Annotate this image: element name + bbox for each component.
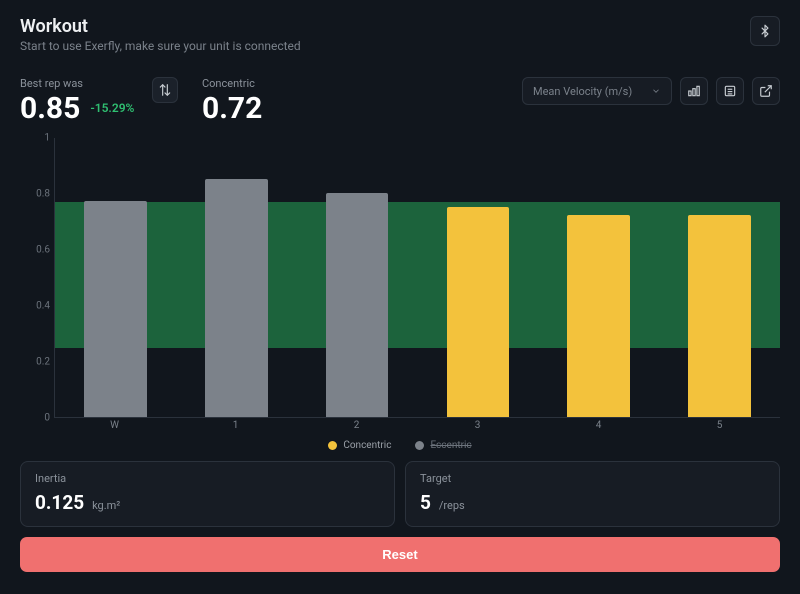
legend-label: Concentric bbox=[343, 440, 391, 451]
reset-button[interactable]: Reset bbox=[20, 537, 780, 572]
chart-y-tick: 0.2 bbox=[36, 357, 50, 368]
inertia-label: Inertia bbox=[35, 472, 380, 485]
inertia-unit: kg.m² bbox=[92, 499, 120, 512]
bluetooth-icon bbox=[758, 24, 772, 38]
chevron-down-icon bbox=[651, 86, 661, 96]
chart-y-tick: 0.8 bbox=[36, 189, 50, 200]
page-title: Workout bbox=[20, 16, 301, 37]
concentric-stat: Concentric 0.72 bbox=[202, 77, 322, 124]
inertia-card[interactable]: Inertia 0.125 kg.m² bbox=[20, 461, 395, 527]
concentric-label: Concentric bbox=[202, 77, 322, 90]
swap-button[interactable] bbox=[152, 77, 178, 103]
concentric-value: 0.72 bbox=[202, 94, 262, 124]
page-subtitle: Start to use Exerfly, make sure your uni… bbox=[20, 39, 301, 53]
swap-icon bbox=[158, 83, 172, 97]
bluetooth-button[interactable] bbox=[750, 16, 780, 46]
legend-item[interactable]: Eccentric bbox=[415, 440, 471, 451]
chart-bar bbox=[447, 207, 510, 417]
target-label: Target bbox=[420, 472, 765, 485]
chart-x-label: 2 bbox=[354, 420, 360, 431]
chart-x-label: 5 bbox=[717, 420, 723, 431]
best-rep-delta: -15.29% bbox=[90, 101, 134, 115]
best-rep-value: 0.85 bbox=[20, 94, 80, 124]
target-card[interactable]: Target 5 /reps bbox=[405, 461, 780, 527]
list-view-button[interactable] bbox=[716, 77, 744, 105]
chart-x-label: 1 bbox=[233, 420, 239, 431]
legend-item[interactable]: Concentric bbox=[328, 440, 391, 451]
chart-y-tick: 0.6 bbox=[36, 245, 50, 256]
chart-y-tick: 0 bbox=[44, 413, 50, 424]
list-icon bbox=[723, 84, 737, 98]
external-link-button[interactable] bbox=[752, 77, 780, 105]
target-value: 5 bbox=[420, 491, 431, 514]
chart-x-axis: W 1 2 3 4 5 bbox=[54, 420, 780, 436]
chart-bar bbox=[326, 193, 389, 417]
chart-x-label: 4 bbox=[596, 420, 602, 431]
chart-bar bbox=[688, 215, 751, 417]
chart-x-label: W bbox=[110, 420, 119, 431]
chart-bar bbox=[84, 201, 147, 417]
target-unit: /reps bbox=[439, 499, 465, 512]
metric-select[interactable]: Mean Velocity (m/s) bbox=[522, 77, 672, 105]
legend-swatch bbox=[328, 441, 337, 450]
chart-x-label: 3 bbox=[475, 420, 481, 431]
chart-bar bbox=[567, 215, 630, 417]
chart-area: 0 0.2 0.4 0.6 0.8 1 W 1 2 3 4 5 bbox=[20, 138, 780, 438]
inertia-value: 0.125 bbox=[35, 491, 84, 514]
legend-swatch bbox=[415, 441, 424, 450]
chart-y-tick: 1 bbox=[44, 133, 50, 144]
external-link-icon bbox=[759, 84, 773, 98]
chart-legend: Concentric Eccentric bbox=[20, 440, 780, 451]
chart-plot bbox=[54, 138, 780, 418]
best-rep-label: Best rep was bbox=[20, 77, 140, 90]
chart-bar bbox=[205, 179, 268, 417]
bar-chart-icon bbox=[687, 84, 701, 98]
chart-y-tick: 0.4 bbox=[36, 301, 50, 312]
legend-label: Eccentric bbox=[430, 440, 471, 451]
chart-bars bbox=[55, 138, 780, 417]
chart-view-button[interactable] bbox=[680, 77, 708, 105]
best-rep-stat: Best rep was 0.85 -15.29% bbox=[20, 77, 140, 124]
chart-y-axis: 00.20.40.60.81 bbox=[20, 138, 54, 418]
metric-select-label: Mean Velocity (m/s) bbox=[533, 85, 632, 98]
